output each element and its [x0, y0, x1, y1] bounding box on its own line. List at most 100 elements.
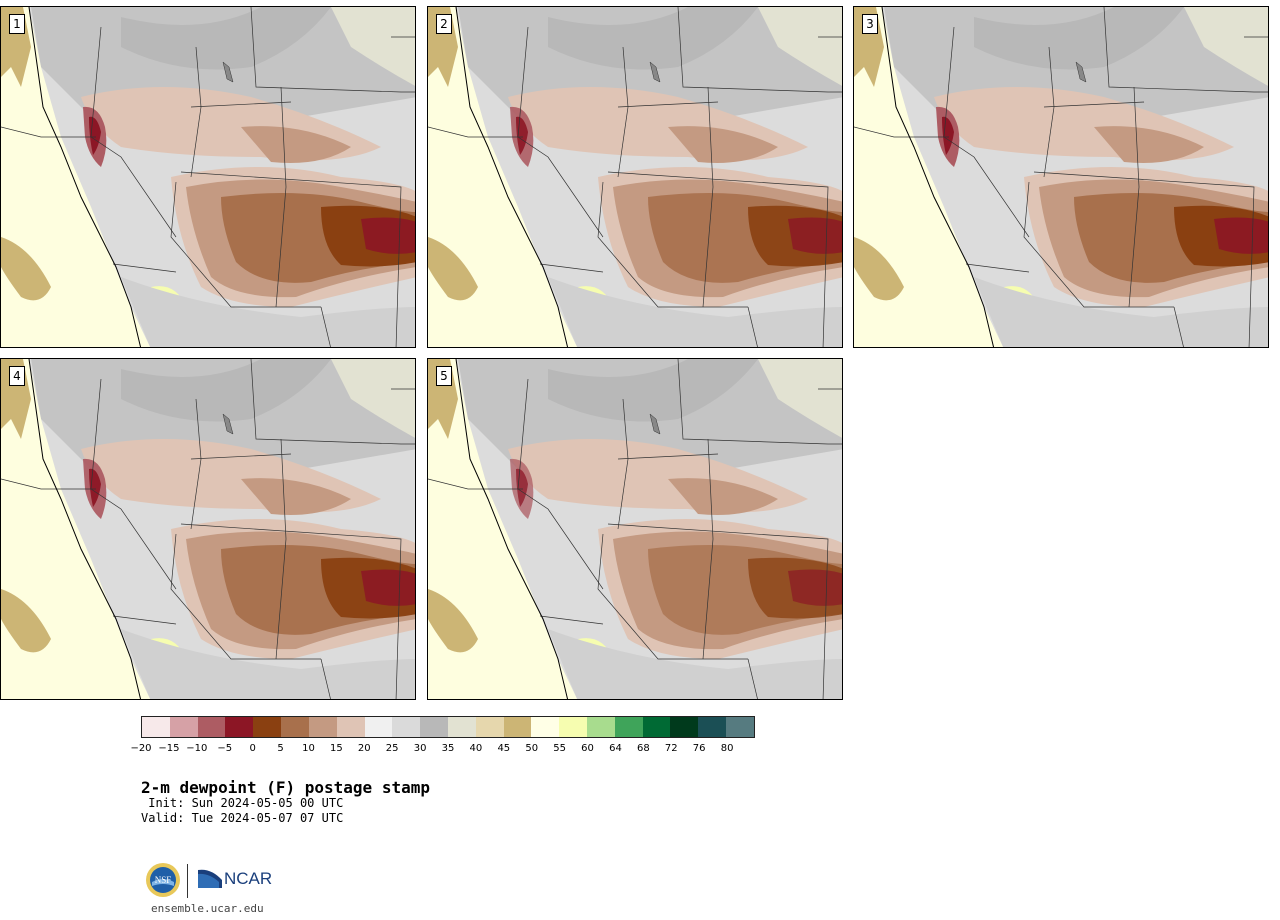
dry-patch [548, 359, 758, 422]
valid-time: Valid: Tue 2024-05-07 07 UTC [141, 811, 344, 825]
state-border [180, 171, 402, 347]
colorbar-ticks: −20 −15 −10 −5 0 5 10 15 20 25 30 35 40 45 50 55 60 64 68 7… [130, 743, 755, 757]
state-border [747, 658, 758, 699]
colorbar-swatch [308, 717, 337, 737]
ocean [1, 7, 151, 347]
colorbar-tick-label: −5 [217, 743, 233, 754]
init-time: Init: Sun 2024-05-05 00 UTC [141, 796, 344, 810]
colorbar-swatch [531, 717, 560, 737]
state-border [702, 438, 714, 660]
logo-divider [187, 864, 188, 898]
colorbar-swatch [559, 717, 587, 737]
state-border [190, 398, 202, 530]
dry-patch [121, 7, 331, 70]
state-border [854, 126, 949, 138]
map-panel-4: 4 [0, 358, 416, 700]
dewpoint-map [428, 359, 842, 699]
colorbar-swatch [281, 717, 309, 737]
dry-region-m5 [788, 569, 842, 606]
coastline [455, 7, 569, 347]
coastline [881, 7, 995, 347]
colorbar-swatch [614, 717, 643, 737]
state-border [607, 523, 829, 699]
coastline [28, 7, 142, 347]
basin-dry-10 [241, 478, 351, 515]
state-border [539, 615, 604, 625]
state-border [250, 7, 415, 93]
state-border [677, 359, 842, 445]
colorbar-swatch [698, 717, 727, 737]
dewpoint-map [1, 7, 415, 347]
colorbar-swatch [587, 717, 615, 737]
state-border [320, 658, 331, 699]
panel-label: 2 [436, 14, 452, 34]
dry-region-m5 [361, 569, 415, 606]
ocean [854, 7, 1004, 347]
colorbar-swatch [642, 717, 671, 737]
moist-patch [428, 237, 478, 301]
great-salt-lake [222, 413, 234, 435]
colorbar-swatch [197, 717, 226, 737]
panel-label: 4 [9, 366, 25, 386]
ncar-logo-icon [198, 869, 222, 888]
moist-patch [1, 589, 51, 653]
south-grey [548, 277, 842, 347]
colorbar-tick-label: 30 [413, 743, 427, 754]
state-border [180, 523, 402, 699]
state-border [965, 263, 1030, 273]
colorbar-tick-label: 20 [357, 743, 371, 754]
state-border [428, 478, 523, 490]
plains-tan [758, 359, 842, 438]
panel-label: 5 [436, 366, 452, 386]
state-border [275, 438, 287, 660]
dewpoint-map [1, 359, 415, 699]
colorbar-swatch [142, 717, 170, 737]
state-border [90, 378, 177, 590]
dry-region-m5 [1214, 217, 1268, 254]
colorbar-tick-label: 45 [497, 743, 511, 754]
state-border [1033, 171, 1255, 347]
state-border [943, 26, 1030, 238]
colorbar-tick-label: −15 [158, 743, 180, 754]
colorbar-tick-label: 25 [385, 743, 399, 754]
state-border [112, 615, 177, 625]
moist-patch [854, 237, 904, 301]
great-salt-lake [649, 413, 661, 435]
basin-dry-10 [668, 478, 778, 515]
dewpoint-map [854, 7, 1268, 347]
south-grey [121, 277, 415, 347]
plains-tan [758, 7, 842, 86]
state-border [1103, 7, 1268, 93]
state-border [90, 26, 177, 238]
state-border [1128, 86, 1140, 308]
ocean [428, 7, 578, 347]
state-border [190, 101, 292, 108]
south-grey [121, 629, 415, 699]
colorbar-tick-label: 10 [302, 743, 315, 754]
panel-label: 3 [862, 14, 878, 34]
map-panel-5: 5 [427, 358, 843, 700]
colorbar-tick-label: 5 [277, 743, 284, 754]
colorbar-tick-label: 64 [609, 743, 622, 754]
map-panel-2: 2 [427, 6, 843, 348]
colorbar-tick-label: 0 [249, 743, 256, 754]
colorbar-swatch [169, 717, 198, 737]
colorbar-swatch [336, 717, 365, 737]
moist-patch [428, 589, 478, 653]
colorbar-swatch [670, 717, 699, 737]
colorbar-swatch [726, 717, 754, 737]
ncar-logo-text: NCAR [224, 869, 273, 888]
colorbar-tick-label: 80 [720, 743, 734, 754]
colorbar-swatch [447, 717, 476, 737]
dry-patch [121, 359, 331, 422]
dewpoint-map [428, 7, 842, 347]
chart-title: 2-m dewpoint (F) postage stamp [141, 778, 430, 797]
colorbar-tick-label: 76 [692, 743, 706, 754]
state-border [517, 26, 604, 238]
state-border [275, 86, 287, 308]
colorbar-tick-label: 72 [664, 743, 678, 754]
svg-text:NSF: NSF [155, 875, 172, 885]
great-salt-lake [1075, 61, 1087, 83]
state-border [1, 126, 96, 138]
map-panel-3: 3 [853, 6, 1269, 348]
